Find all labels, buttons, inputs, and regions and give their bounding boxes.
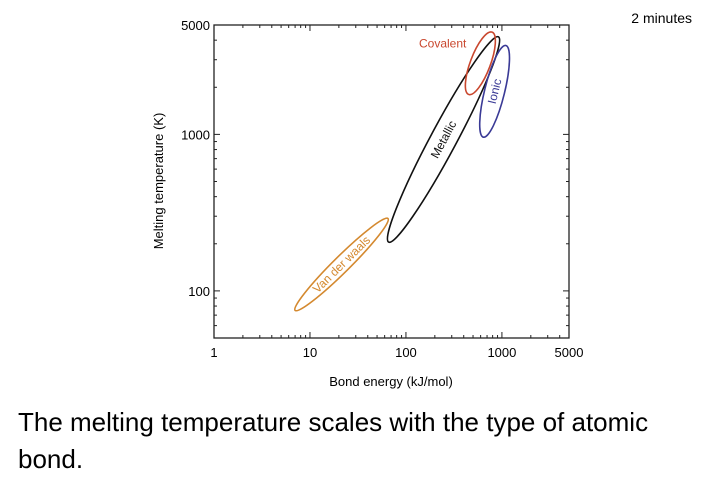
region-ionic: Ionic: [478, 44, 511, 139]
region-ellipse-van-der-waals: [293, 217, 390, 312]
y-tick-label: 5000: [181, 18, 210, 33]
y-tick-label: 1000: [181, 127, 210, 142]
x-tick-label: 5000: [555, 345, 584, 360]
region-ellipse-ionic: [478, 44, 511, 139]
x-tick-label: 10: [303, 345, 317, 360]
x-axis-label: Bond energy (kJ/mol): [329, 374, 453, 389]
region-ellipse-covalent: [464, 31, 497, 96]
x-tick-label: 1000: [487, 345, 516, 360]
region-label: Van der waals: [310, 233, 373, 296]
region-label: Ionic: [485, 77, 505, 105]
region-label: Metallic: [428, 118, 460, 160]
region-metallic: Metallic: [386, 35, 501, 244]
region-covalent: Covalent: [419, 31, 497, 96]
x-tick-label: 1: [210, 345, 217, 360]
melting-temperature-chart: 1 10 100 1000 5000 100 1000 5000 Van der waals M…: [151, 18, 584, 389]
region-label: Covalent: [419, 36, 467, 50]
region-ellipse-metallic: [386, 35, 501, 244]
y-tick-label: 100: [188, 284, 210, 299]
x-tick-label: 100: [395, 345, 417, 360]
region-van-der-waals: Van der waals: [293, 217, 390, 312]
slide-caption: The melting temperature scales with the …: [18, 407, 649, 474]
plot-frame: [213, 24, 570, 339]
timer-label: 2 minutes: [631, 10, 692, 26]
y-axis-label: Melting temperature (K): [151, 113, 166, 250]
